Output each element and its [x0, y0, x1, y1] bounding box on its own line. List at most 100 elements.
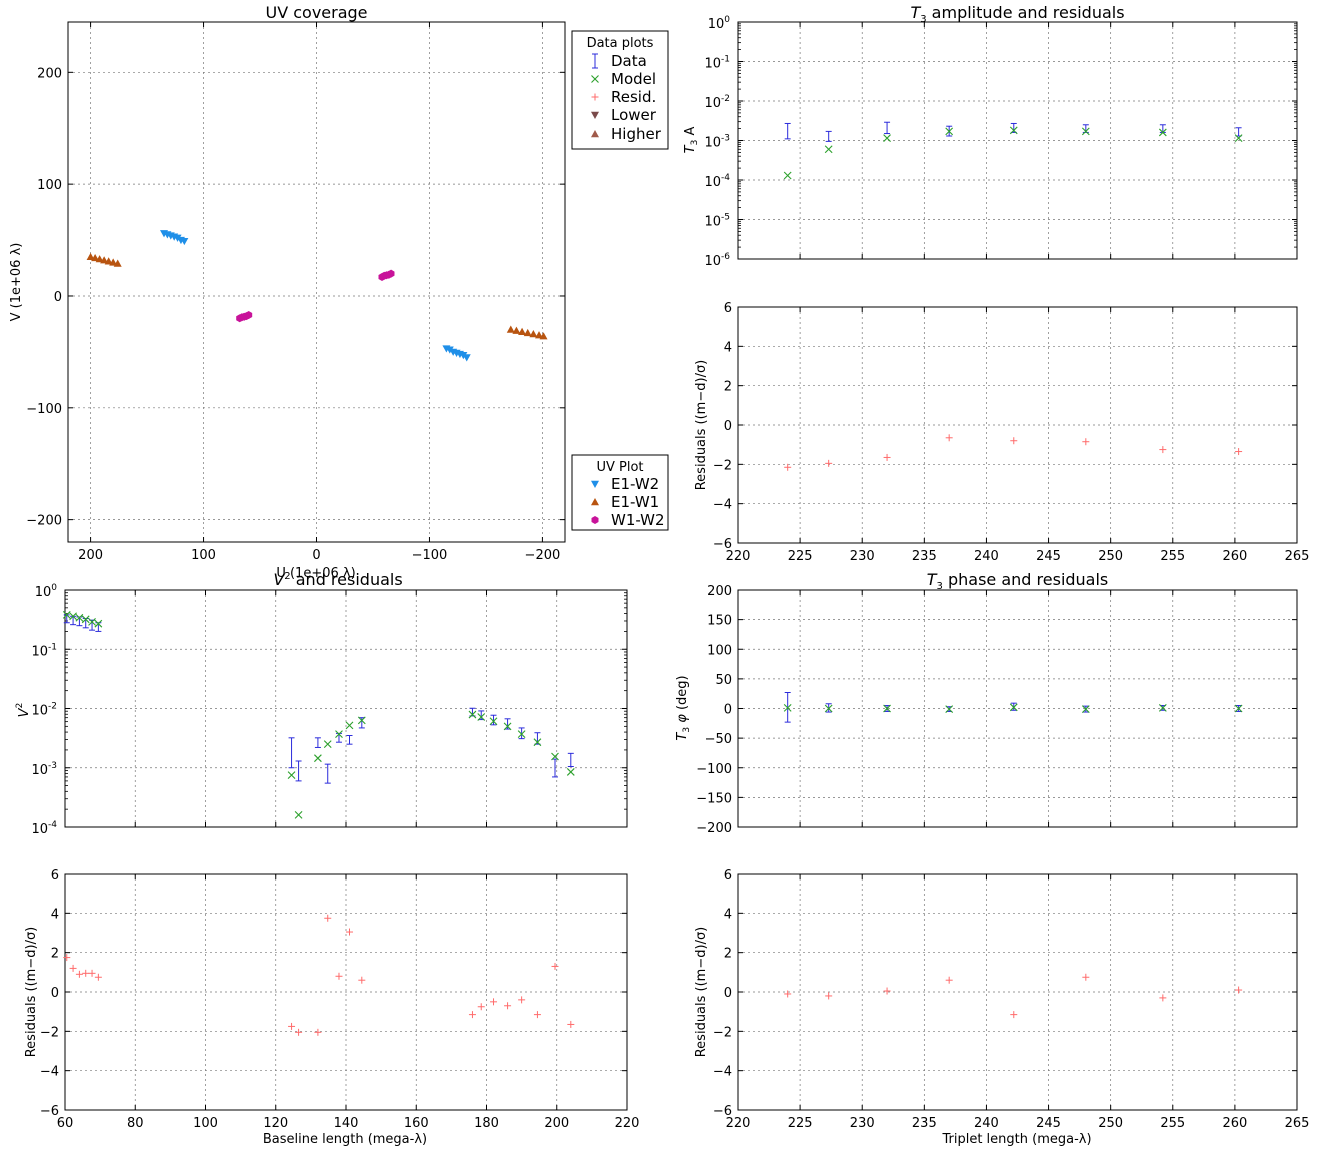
model-point — [783, 171, 792, 180]
resid-point — [88, 969, 96, 977]
uv-point-e1-w1 — [91, 253, 100, 262]
model-point — [1081, 127, 1090, 136]
legend-resid-marker — [591, 93, 599, 101]
model-point — [551, 752, 559, 761]
x-tick-label: −100 — [412, 548, 448, 563]
model-point — [94, 619, 103, 628]
model-point — [1009, 703, 1018, 712]
legend-item: Higher — [611, 125, 662, 143]
y-tick-label: −200 — [26, 514, 62, 529]
y-tick-label: 4 — [51, 907, 59, 922]
x-tick-label: 160 — [404, 1116, 429, 1131]
model-point — [468, 710, 477, 719]
series-e1-w1 — [86, 252, 548, 340]
y-tick-label: 100 — [707, 643, 732, 658]
y-tick-label: 200 — [37, 66, 62, 81]
resid-point — [1082, 973, 1090, 981]
y-tick-label: 10-3 — [31, 761, 57, 778]
x-tick-label: 220 — [726, 1116, 751, 1131]
resid-point — [346, 928, 354, 936]
y-tick-label: −6 — [40, 1104, 59, 1119]
x-tick-label: 180 — [474, 1116, 499, 1131]
y-tick-label: 50 — [715, 673, 732, 688]
resid-point — [1010, 1011, 1018, 1019]
resid-point — [94, 973, 102, 981]
resid-point — [82, 969, 90, 977]
y-tick-label: 0 — [724, 986, 732, 1001]
panel-t3phi_res: 220 225 230 235 240 245 250 255 260 265 −6 −4 −2 0 2 4 6… — [694, 868, 1309, 1147]
model-point — [1158, 704, 1167, 712]
uv-point-w1-w2 — [387, 269, 395, 278]
x-tick-label: −200 — [525, 548, 561, 563]
uv-point-e1-w1 — [523, 328, 532, 337]
x-tick-label: 240 — [974, 1116, 999, 1131]
legend-item: Lower — [611, 106, 657, 124]
series-e1-w2 — [160, 230, 471, 362]
x-tick-label: 60 — [57, 1116, 74, 1131]
model-point — [69, 612, 77, 621]
panel-uv: 200 100 0 −100 −200 −200 −100 0 100 200 UV coverag… — [9, 3, 566, 581]
uv-point-e1-w1 — [109, 258, 118, 266]
x-tick-label: 240 — [974, 549, 999, 564]
resid-point — [504, 1002, 512, 1010]
x-tick-label: 235 — [912, 1116, 937, 1131]
x-tick-label: 250 — [1098, 1116, 1123, 1131]
y-tick-label: −4 — [713, 1065, 732, 1080]
model-point — [1009, 126, 1018, 135]
y-tick-label: 10-6 — [704, 252, 730, 269]
resid-point — [883, 987, 891, 995]
uv-xlabel: U (1e+06 λ) — [276, 566, 355, 581]
t3phi-title: T3 phase and residuals — [927, 570, 1109, 592]
model-point — [314, 754, 322, 763]
resid-point — [490, 998, 498, 1006]
y-tick-label: −2 — [40, 1025, 59, 1040]
grid-t3phi_res — [737, 873, 1298, 1111]
grid-t3amp_res — [737, 306, 1298, 544]
legend-item: Data — [611, 52, 647, 70]
y-tick-label: 2 — [724, 947, 732, 962]
y-tick-label: −4 — [713, 498, 732, 513]
v2-res-xlabel: Baseline length (mega-λ) — [263, 1132, 427, 1147]
t3amp-title: T3 amplitude and residuals — [910, 3, 1124, 25]
model-point — [357, 716, 366, 725]
v2-title: V2 and residuals — [273, 570, 402, 589]
legend-frame — [571, 30, 669, 150]
grid-v2 — [64, 589, 628, 828]
resid-point — [314, 1028, 322, 1036]
x-tick-label: 250 — [1098, 549, 1123, 564]
resid-point — [1235, 986, 1243, 994]
legend-title: UV Plot — [596, 460, 643, 475]
x-tick-label: 200 — [544, 1116, 569, 1131]
uv-ylabel: V (1e+06 λ) — [9, 243, 24, 322]
resid-point — [1010, 437, 1018, 445]
legend-item: Resid. — [611, 88, 656, 106]
grid-uv — [68, 22, 565, 542]
legend-e1-w2-marker — [591, 480, 599, 488]
model-point — [1234, 134, 1243, 142]
y-tick-label: −100 — [696, 762, 732, 777]
x-tick-label: 260 — [1222, 1116, 1247, 1131]
resid-point — [567, 1020, 575, 1028]
uv-point-e1-w2 — [180, 237, 189, 246]
y-tick-label: 100 — [35, 583, 58, 600]
x-tick-label: 200 — [78, 548, 103, 563]
model-point — [824, 704, 833, 713]
uv-point-e1-w1 — [518, 327, 527, 335]
uv-point-e1-w1 — [86, 252, 95, 261]
uv-point-e1-w1 — [100, 256, 109, 264]
legend-title: Data plots — [587, 36, 654, 51]
y-tick-label: −4 — [40, 1065, 59, 1080]
model-point — [503, 722, 512, 731]
resid-point — [518, 996, 526, 1004]
model-point — [1081, 705, 1090, 713]
model-point — [824, 145, 833, 154]
legend-lower-marker — [591, 111, 599, 119]
grid-t3amp — [737, 21, 1298, 260]
uv-point-e1-w1 — [539, 332, 548, 340]
x-tick-label: 225 — [788, 549, 813, 564]
model-point — [883, 134, 891, 142]
grid-t3phi — [737, 589, 1298, 828]
x-tick-label: 0 — [312, 548, 320, 563]
model-point — [88, 617, 96, 626]
